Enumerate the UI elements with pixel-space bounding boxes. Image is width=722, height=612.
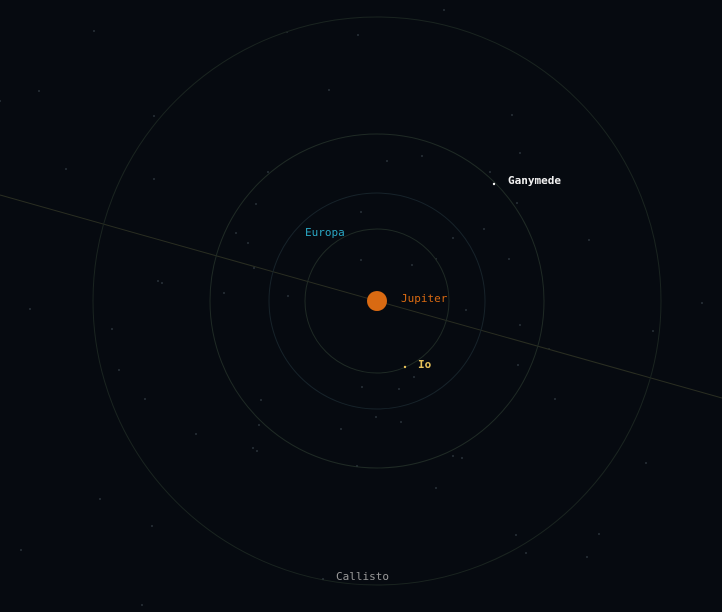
star: [252, 447, 254, 449]
star: [586, 556, 588, 558]
star: [65, 168, 67, 170]
star: [443, 9, 445, 11]
star: [328, 89, 330, 91]
ganymede-body[interactable]: [492, 182, 496, 186]
star: [256, 450, 258, 452]
star: [413, 376, 415, 378]
star: [588, 239, 590, 241]
star: [483, 228, 485, 230]
star: [253, 267, 255, 269]
star: [235, 232, 237, 234]
star: [360, 259, 362, 261]
io-body[interactable]: [403, 365, 407, 369]
star: [375, 416, 377, 418]
star: [489, 171, 491, 173]
star: [508, 258, 510, 260]
star: [652, 330, 654, 332]
star: [452, 455, 454, 457]
star: [411, 264, 413, 266]
star: [141, 604, 143, 606]
star: [153, 178, 155, 180]
star: [516, 202, 518, 204]
star: [386, 160, 388, 162]
star: [598, 533, 600, 535]
star: [267, 171, 269, 173]
star: [20, 549, 22, 551]
star: [452, 237, 454, 239]
orbit-callisto: [92, 16, 662, 586]
jupiter-label: Jupiter: [401, 292, 448, 305]
star: [357, 34, 359, 36]
star: [247, 242, 249, 244]
star: [435, 487, 437, 489]
star: [554, 398, 556, 400]
star: [260, 399, 262, 401]
ganymede-label: Ganymede: [508, 174, 561, 187]
star: [360, 211, 362, 213]
starfield: [0, 9, 703, 606]
jupiter-body[interactable]: [367, 291, 387, 311]
star: [195, 433, 197, 435]
star: [421, 155, 423, 157]
star: [118, 369, 120, 371]
europa-label: Europa: [305, 226, 345, 239]
star: [157, 280, 159, 282]
star: [223, 292, 225, 294]
star: [515, 534, 517, 536]
star: [151, 525, 153, 527]
star: [99, 498, 101, 500]
orbit-ganymede: [209, 133, 545, 469]
ecliptic-line: [0, 194, 722, 399]
star: [645, 462, 647, 464]
star: [287, 295, 289, 297]
star: [153, 115, 155, 117]
callisto-label: Callisto: [336, 570, 389, 583]
star: [0, 100, 1, 102]
star: [465, 309, 467, 311]
star: [400, 421, 402, 423]
star: [29, 308, 31, 310]
star: [111, 328, 113, 330]
star: [258, 424, 260, 426]
star: [144, 398, 146, 400]
star: [461, 457, 463, 459]
star: [340, 428, 342, 430]
star: [38, 90, 40, 92]
star: [525, 552, 527, 554]
star: [398, 388, 400, 390]
star: [161, 282, 163, 284]
star: [517, 364, 519, 366]
star: [519, 152, 521, 154]
star: [255, 203, 257, 205]
star: [701, 302, 703, 304]
orbit-europa: [268, 192, 486, 410]
star: [93, 30, 95, 32]
star: [519, 324, 521, 326]
io-label: Io: [418, 358, 432, 371]
star: [511, 114, 513, 116]
star: [361, 386, 363, 388]
orbit-io: [304, 228, 450, 374]
